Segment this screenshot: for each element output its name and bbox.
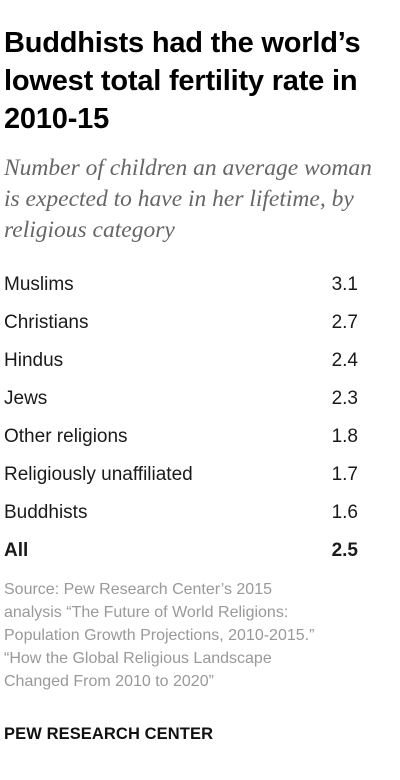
brand-logo-text: PEW RESEARCH CENTER <box>4 725 214 743</box>
row-label: Christians <box>4 312 89 333</box>
fertility-rate-table: Muslims 3.1 Christians 2.7 Hindus 2.4 Je… <box>4 266 360 570</box>
row-value: 1.6 <box>331 502 358 523</box>
row-label: Other religions <box>4 426 128 447</box>
row-value: 1.8 <box>331 426 358 447</box>
table-row: Buddhists 1.6 <box>4 494 360 532</box>
total-value: 2.5 <box>331 540 358 561</box>
source-line: Source: Pew Research Center’s 2015 <box>4 581 272 598</box>
source-note: Source: Pew Research Center’s 2015 analy… <box>4 578 384 693</box>
chart-subtitle: Number of children an average woman is e… <box>4 155 372 243</box>
source-line: “How the Global Religious Landscape <box>4 650 272 667</box>
row-label: Buddhists <box>4 502 88 523</box>
row-label: Religiously unaffiliated <box>4 464 193 485</box>
row-value: 1.7 <box>331 464 358 485</box>
row-value: 2.3 <box>331 388 358 409</box>
table-row: Christians 2.7 <box>4 304 360 342</box>
row-label: Hindus <box>4 350 64 371</box>
row-label: Jews <box>4 388 48 409</box>
row-value: 3.1 <box>331 274 358 295</box>
chart-title: Buddhists had the world’s lowest total f… <box>4 27 361 135</box>
row-value: 2.7 <box>331 312 358 333</box>
total-label: All <box>4 540 29 561</box>
table-row: Muslims 3.1 <box>4 266 360 304</box>
table-row: Other religions 1.8 <box>4 418 360 456</box>
source-line: Changed From 2010 to 2020” <box>4 673 214 690</box>
table-total-row: All 2.5 <box>4 532 360 570</box>
source-line: analysis “The Future of World Religions: <box>4 604 289 621</box>
table-row: Religiously unaffiliated 1.7 <box>4 456 360 494</box>
table-row: Jews 2.3 <box>4 380 360 418</box>
row-label: Muslims <box>4 274 74 295</box>
row-value: 2.4 <box>331 350 358 371</box>
table-row: Hindus 2.4 <box>4 342 360 380</box>
source-line: Population Growth Projections, 2010-2015… <box>4 627 315 644</box>
